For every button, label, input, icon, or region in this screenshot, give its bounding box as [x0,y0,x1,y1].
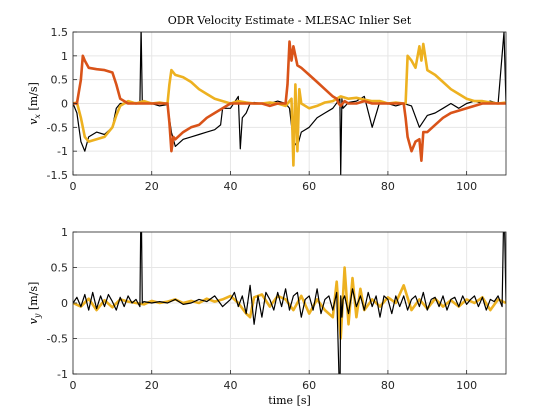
y-tick-label: 1 [61,50,68,63]
x-tick-label: 0 [70,180,77,193]
x-tick-label: 40 [223,379,237,392]
x-tick-label: 0 [70,379,77,392]
x-tick-label: 60 [302,180,316,193]
x-tick-label: 100 [456,180,477,193]
x-tick-label: 40 [223,180,237,193]
y-tick-label: -1 [57,145,68,158]
y-tick-label: 0 [61,297,68,310]
x-tick-label: 20 [145,180,159,193]
y-tick-label: 0.5 [51,262,69,275]
y-tick-label: 1.5 [51,26,69,39]
x-tick-label: 80 [381,180,395,193]
y-axis-label: vx [m/s] [27,82,42,125]
y-tick-label: 1 [61,226,68,239]
yellow-series-line [73,42,506,167]
black-series-line [73,232,506,374]
top-axes-vx: 0 20 40 60 80 100 -1.5 -1 -0.5 0 0.5 1 1.5 ODR Veloci… [27,14,507,193]
y-tick-label: 0 [61,98,68,111]
x-tick-label: 80 [381,379,395,392]
y-tick-label: -1 [57,368,68,381]
y-axis-label: vy [m/s] [27,282,42,325]
x-tick-label: 100 [456,379,477,392]
orange-series-line [73,40,506,162]
x-axis-label: time [s] [268,394,311,407]
x-tick-label: 60 [302,379,316,392]
bottom-axes-vy: 0 20 40 60 80 100 -1 -0.5 0 0.5 1 vy [m/s] time [s] [27,226,507,407]
x-tick-label: 20 [145,379,159,392]
y-tick-label: -0.5 [47,121,68,134]
series-group-1 [73,232,506,374]
series-group-0 [73,32,506,175]
y-tick-label: -0.5 [47,333,68,346]
chart-title: ODR Velocity Estimate - MLESAC Inlier Se… [168,14,412,27]
y-tick-label: -1.5 [47,169,68,182]
y-tick-label: 0.5 [51,74,69,87]
